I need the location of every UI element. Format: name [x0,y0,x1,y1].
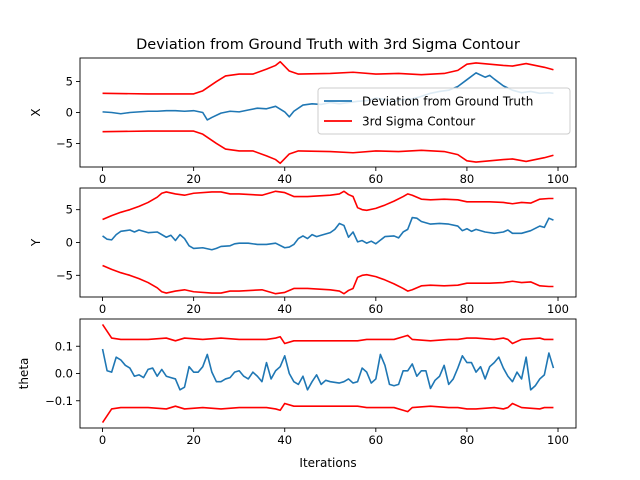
theta-sigma-upper-line [101,324,554,345]
y-x-tick-label: 0 [99,302,106,316]
theta-y-axis-label: theta [17,358,31,390]
panel-x: 0 20 40 60 80 100 −5 0 5 X [29,57,577,186]
legend-box [317,87,571,135]
x-y-tick-label: −5 [56,136,73,150]
y-y-tick-label: 5 [66,203,73,217]
x-x-tick-label: 0 [99,172,106,186]
theta-x-tick-label: 20 [186,433,201,447]
x-x-tick-label: 60 [369,172,384,186]
x-x-tick-label: 80 [460,172,475,186]
y-x-tick-label: 100 [547,302,569,316]
x-y-tick-label: 0 [66,106,73,120]
x-sigma-upper-line [102,60,554,95]
y-y-axis-label: Y [29,238,43,247]
legend-label-deviation: Deviation from Ground Truth [362,95,533,109]
y-y-tick-label: 0 [66,236,73,250]
theta-plot-area [101,324,555,423]
x-x-tick-label: 20 [186,172,201,186]
x-y-axis-label: X [29,108,43,116]
theta-x-tick-label: 0 [99,433,106,447]
x-axis-label: Iterations [299,456,356,470]
y-plot-area [102,190,554,295]
x-x-tick-label: 40 [277,172,292,186]
legend-label-sigma: 3rd Sigma Contour [362,115,475,129]
y-deviation-line [102,216,554,251]
theta-y-tick-label: 0.0 [55,367,73,381]
y-sigma-lower-line [102,264,554,295]
y-x-tick-label: 60 [369,302,384,316]
theta-x-tick-label: 40 [277,433,292,447]
theta-y-tick-label: −0.1 [45,394,73,408]
y-x-tick-label: 80 [460,302,475,316]
panel-y: 0 20 40 60 80 100 −5 0 5 Y [29,187,577,316]
y-x-tick-label: 20 [186,302,201,316]
legend: Deviation from Ground Truth 3rd Sigma Co… [317,87,571,135]
y-sigma-upper-line [102,190,554,221]
panel-theta: 0 20 40 60 80 100 −0.1 0.0 0.1 theta [17,318,577,447]
x-x-tick-label: 100 [547,172,569,186]
theta-x-tick-label: 100 [547,433,569,447]
x-sigma-lower-line [102,130,554,165]
x-y-tick-label: 5 [66,75,73,89]
y-x-tick-label: 40 [277,302,292,316]
theta-x-tick-label: 60 [369,433,384,447]
chart-title: Deviation from Ground Truth with 3rd Sig… [136,37,520,53]
theta-x-tick-label: 80 [460,433,475,447]
theta-sigma-lower-line [101,402,554,423]
theta-y-tick-label: 0.1 [55,339,73,353]
theta-deviation-line [101,348,555,391]
y-y-tick-label: −5 [56,268,73,282]
